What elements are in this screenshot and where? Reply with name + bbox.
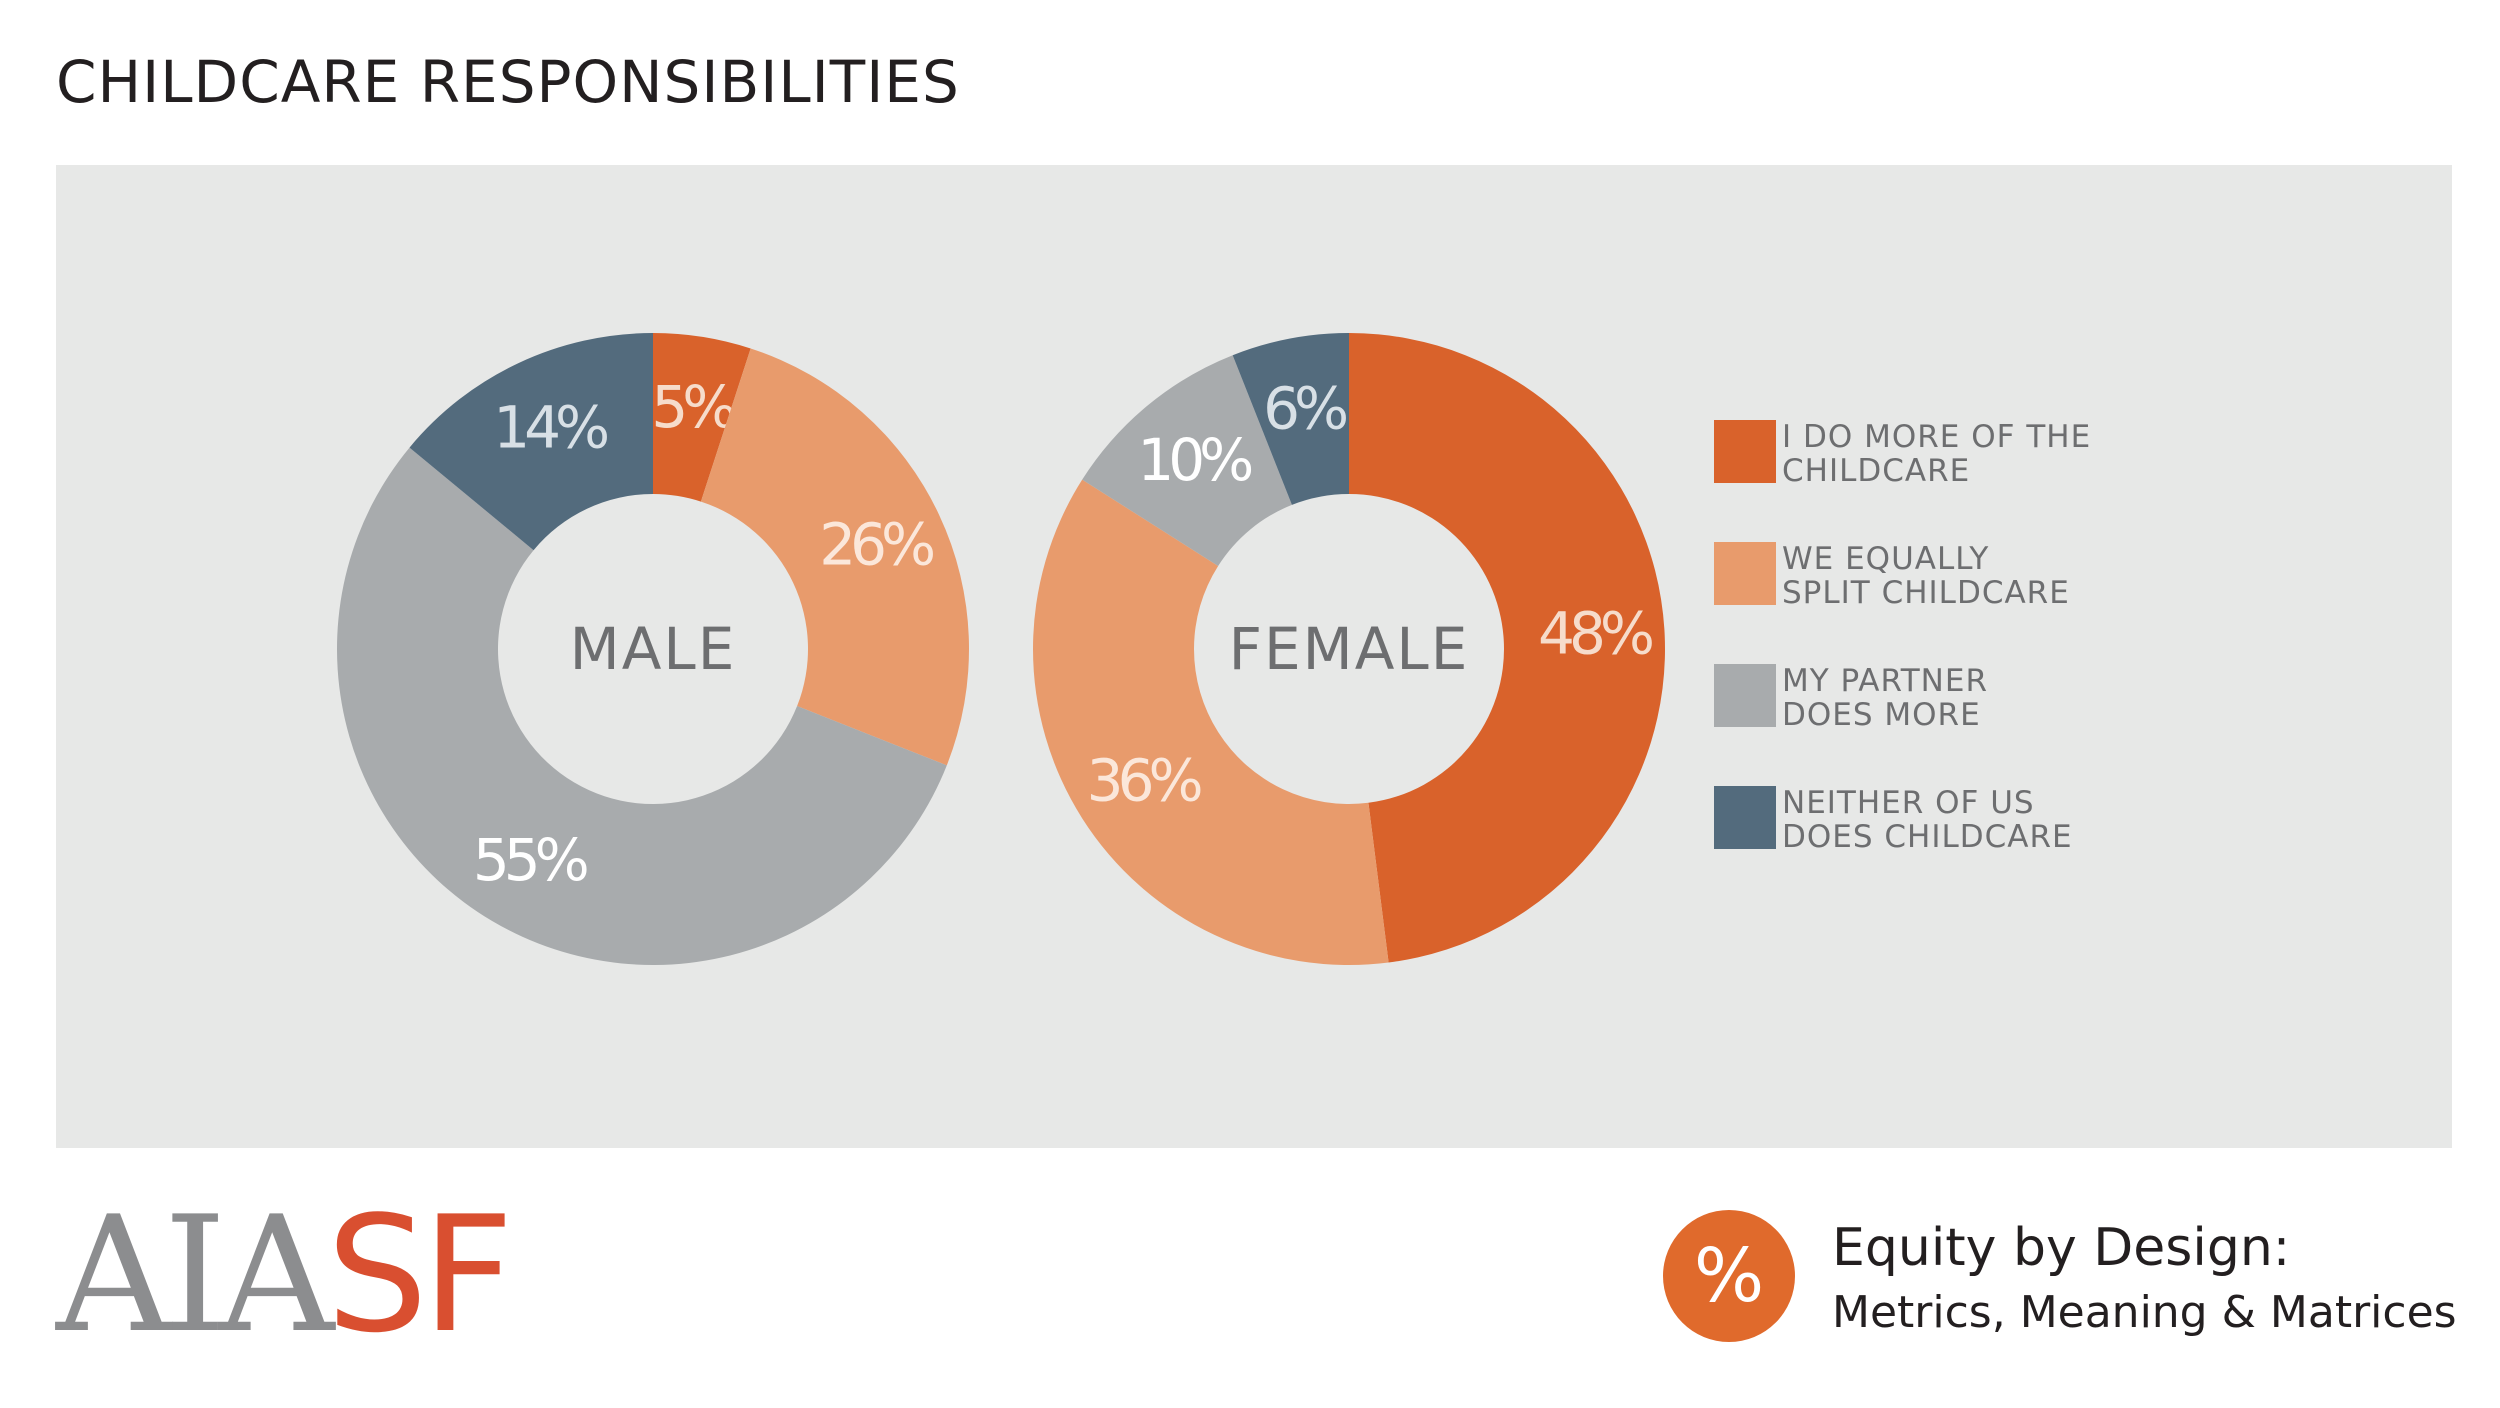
aiasf-logo: AIASF bbox=[56, 1195, 514, 1355]
legend-swatch-1 bbox=[1714, 420, 1776, 483]
equity-title: Equity by Design: bbox=[1832, 1218, 2291, 1278]
male-slice-2 bbox=[700, 348, 970, 766]
female-slice-label-3: 10% bbox=[1137, 426, 1251, 494]
male-slice-label-2: 26% bbox=[819, 511, 933, 579]
legend-swatch-3 bbox=[1714, 664, 1776, 727]
percent-badge-icon: % bbox=[1663, 1210, 1795, 1342]
legend-label-1-line-1: I DO MORE OF THE bbox=[1782, 419, 2091, 455]
female-slice-2 bbox=[1033, 479, 1389, 965]
female-center-label: FEMALE bbox=[1229, 615, 1470, 683]
female-slice-label-4: 6% bbox=[1263, 374, 1346, 442]
female-slice-4 bbox=[1232, 333, 1349, 505]
female-slice-label-2: 36% bbox=[1087, 746, 1201, 814]
legend-swatch-4 bbox=[1714, 786, 1776, 849]
legend-swatch-2 bbox=[1714, 542, 1776, 605]
aiasf-logo-aia: AIA bbox=[56, 1181, 334, 1368]
legend-label-4-line-1: NEITHER OF US bbox=[1782, 785, 2035, 821]
female-slice-label-1: 48% bbox=[1538, 600, 1652, 668]
male-slice-label-1: 5% bbox=[651, 373, 734, 441]
male-slice-1 bbox=[653, 333, 751, 502]
legend-label-3-line-1: MY PARTNER bbox=[1782, 663, 1988, 699]
male-slice-4 bbox=[409, 333, 653, 551]
legend-label-2-line-2: SPLIT CHILDCARE bbox=[1782, 575, 2070, 611]
donut-charts: 5% 26% 55% 14% MALE 48% 36% 10%6% FEMALE I DO MOR… bbox=[337, 333, 2091, 966]
male-slice-3 bbox=[337, 447, 947, 966]
female-slice-1 bbox=[1349, 333, 1666, 963]
legend-label-1-line-2: CHILDCARE bbox=[1782, 453, 1970, 489]
male-slice-label-3: 55% bbox=[473, 826, 587, 894]
aiasf-logo-sf: SF bbox=[326, 1181, 514, 1368]
male-center-label: MALE bbox=[570, 615, 737, 683]
legend-label-4-line-2: DOES CHILDCARE bbox=[1782, 819, 2073, 855]
male-slice-label-4: 14% bbox=[493, 393, 607, 461]
page-title: CHILDCARE RESPONSIBILITIES bbox=[56, 48, 960, 116]
chart-panel: 5% 26% 55% 14% MALE 48% 36% 10% 6% FEMALE I DO MOR… bbox=[56, 165, 2452, 1148]
legend-label-3-line-2: DOES MORE bbox=[1782, 697, 1981, 733]
legend-label-2-line-1: WE EQUALLY bbox=[1782, 541, 1989, 577]
equity-subtitle: Metrics, Meaning & Matrices bbox=[1832, 1287, 2457, 1338]
female-slice-3 bbox=[1082, 355, 1292, 566]
